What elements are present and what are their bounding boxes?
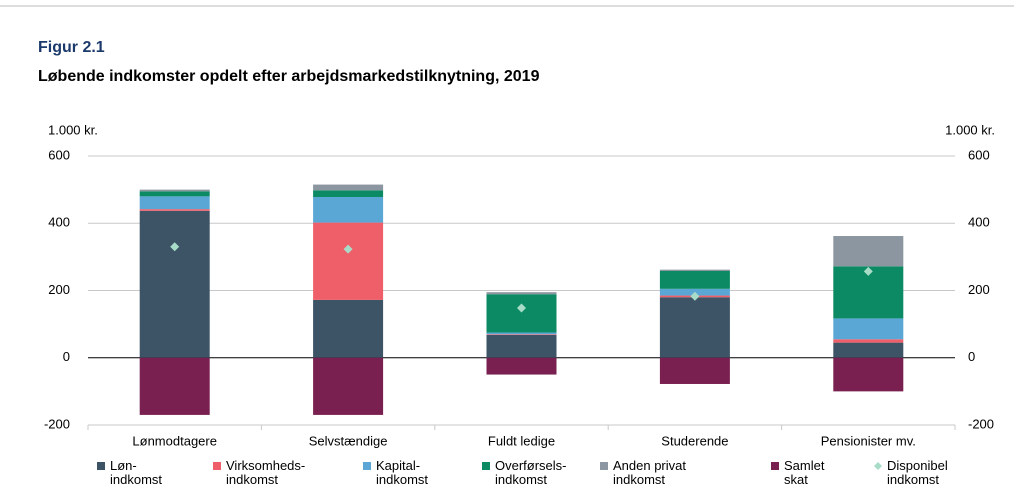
bar-segment [833,236,904,267]
y2-tick-label: 0 [968,349,975,364]
bar-segment [313,222,384,300]
bar-segment [659,357,730,384]
bar-segment [486,292,557,295]
legend-label: Overførsels- indkomst [495,458,567,487]
y-tick-label: 0 [63,349,70,364]
legend-label: Virksomheds- indkomst [226,458,306,487]
bar-segment [486,294,557,333]
bar-segment [139,209,210,211]
x-tick-label: Fuldt ledige [488,433,555,448]
bar-segment [486,334,557,358]
legend-label: Kapital- indkomst [376,458,429,487]
bar-segment [486,334,557,335]
bar-segment [833,342,904,358]
legend-swatch [600,462,608,470]
bar-segment [313,299,384,358]
legend-marker [874,462,882,470]
y2-tick-label: 600 [968,147,990,162]
bar-segment [833,357,904,392]
y2-tick-label: 200 [968,282,990,297]
bar-segment [486,357,557,375]
bar-segment [139,357,210,415]
chart-title: Figur 2.1 [38,39,105,56]
x-tick-label: Pensionister mv. [821,433,916,448]
y-tick-label: 200 [48,282,70,297]
bar-segment [659,270,730,289]
legend-label: Samlet skat [784,458,825,487]
y2-tick-label: 400 [968,215,990,230]
bar-segment [486,332,557,335]
y-tick-label: 600 [48,147,70,162]
bar-segment [313,357,384,415]
bar-segment [139,210,210,358]
legend-label: Anden privat indkomst [613,458,686,487]
legend-swatch [97,462,105,470]
bar-segment [659,269,730,271]
bar-segment [139,196,210,210]
chart-subtitle: Løbende indkomster opdelt efter arbejdsm… [38,68,540,85]
bar-segment [833,339,904,343]
bar-segment [313,197,384,223]
marker [517,303,526,313]
legend-swatch [213,462,221,470]
bar-segment [139,189,210,192]
bar-segment [659,297,730,358]
y-tick-label: -200 [44,416,70,431]
x-tick-label: Selvstændige [309,433,388,448]
marker [863,266,873,276]
bar-segment [313,184,384,191]
marker [170,242,180,252]
y2-tick-label: -200 [968,416,994,431]
legend-swatch [771,462,779,470]
legend-label: Løn- indkomst [110,458,163,487]
y2-axis-label: 1.000 kr. [945,122,995,137]
x-tick-label: Studerende [661,433,728,448]
legend-swatch [482,462,490,470]
legend-swatch [363,462,371,470]
bar-segment [313,190,384,198]
bar-segment [139,191,210,197]
x-tick-label: Lønmodtagere [132,433,217,448]
marker [690,291,700,301]
marker [343,244,353,254]
bar-segment [833,318,904,340]
y-tick-label: 400 [48,215,70,230]
y-axis-label: 1.000 kr. [48,122,98,137]
legend-label: Disponibel indkomst [887,458,948,487]
